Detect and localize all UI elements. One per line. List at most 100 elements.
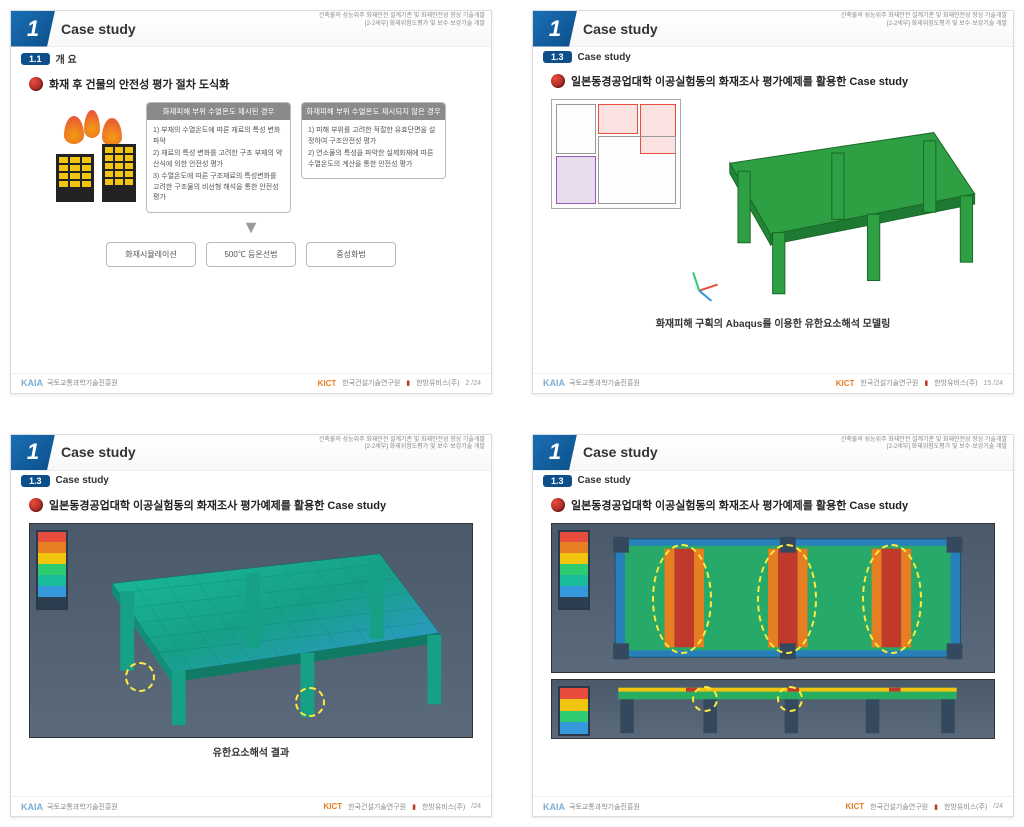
slide-3: 1 Case study 건축물의 성능위주 화재안전 설계기준 및 화재안전성… xyxy=(10,434,492,818)
slide-footer: KAIA 국토교통과학기술진흥원 KICT 한국건설기술연구원 ▮ 한방유비스(… xyxy=(11,796,491,816)
content-title-row: 일본동경공업대학 이공실험동의 화재조사 평가예제를 활용한 Case stud… xyxy=(551,73,995,89)
floorplan-wrap xyxy=(551,99,681,309)
header-subtitle: 건축물의 성능위주 화재안전 설계기준 및 화재안전성 향상 기술개발 [2-2… xyxy=(319,13,485,29)
footer-right: KICT 한국건설기술연구원 ▮ 한방유비스(주) 2 /24 xyxy=(318,378,481,388)
section-label: Case study xyxy=(56,475,109,486)
fea-result-view xyxy=(29,523,473,738)
section-badge: 1.3 xyxy=(543,51,572,63)
sub-header: 1.3 Case study xyxy=(11,471,491,491)
highlight-circle-2 xyxy=(295,687,325,717)
slab-side-svg xyxy=(552,680,994,738)
highlight-circle-1 xyxy=(125,662,155,692)
sub-header: 1.1 개 요 xyxy=(11,47,491,70)
box1-heading: 화재피해 부위 수열온도 제시된 경우 xyxy=(147,103,290,120)
content-title: 화재 후 건물의 안전성 평가 절차 도식화 xyxy=(49,76,229,92)
model-area xyxy=(551,99,995,309)
kict-logo: KICT xyxy=(318,379,337,388)
box1-body: 1) 부재의 수열온도에 따른 재료의 특성 변화 파악 2) 재료의 특성 변… xyxy=(147,120,290,212)
bullet-icon xyxy=(551,74,565,88)
table-3d-svg xyxy=(689,99,995,309)
header-subtitle: 건축물의 성능위주 화재안전 설계기준 및 화재안전성 향상 기술개발 [2-2… xyxy=(841,437,1007,453)
slide-header: 1 Case study 건축물의 성능위주 화재안전 설계기준 및 화재안전성… xyxy=(11,435,491,471)
highlight-circle-b xyxy=(777,686,803,712)
case-box-1: 화재피해 부위 수열온도 제시된 경우 1) 부재의 수열온도에 따른 재료의 … xyxy=(146,102,291,213)
page-number: 15 /24 xyxy=(984,380,1003,387)
diagram-row: 화재피해 부위 수열온도 제시된 경우 1) 부재의 수열온도에 따른 재료의 … xyxy=(29,102,473,213)
chapter-title: Case study xyxy=(583,21,658,37)
header-subtitle: 건축물의 성능위주 화재안전 설계기준 및 화재안전성 향상 기술개발 [2-2… xyxy=(841,13,1007,29)
section-badge: 1.3 xyxy=(543,475,572,487)
content-title: 일본동경공업대학 이공실험동의 화재조사 평가예제를 활용한 Case stud… xyxy=(571,497,908,513)
slide-header: 1 Case study 건축물의 성능위주 화재안전 설계기준 및 화재안전성… xyxy=(11,11,491,47)
fea-top-view xyxy=(551,523,995,673)
slide-footer: KAIA 국토교통과학기술진흥원 KICT 한국건설기술연구원 ▮ 한방유비스(… xyxy=(533,373,1013,393)
section-label: 개 요 xyxy=(56,51,77,66)
box2-body: 1) 피해 부위를 고려한 적절한 유효단면을 설정하여 구조안전성 평가 2)… xyxy=(302,120,445,178)
color-legend xyxy=(36,530,68,610)
arrow-down-icon: ▼ xyxy=(29,217,473,238)
slide-content: 화재 후 건물의 안전성 평가 절차 도식화 xyxy=(11,70,491,373)
page-number: /24 xyxy=(993,803,1003,810)
chapter-number: 1 xyxy=(11,11,55,47)
kaia-logo: KAIA xyxy=(543,378,565,388)
slide-header: 1 Case study 건축물의 성능위주 화재안전 설계기준 및 화재안전성… xyxy=(533,11,1013,47)
method-row: 화재시뮬레이션 500℃ 등온선법 중성화법 xyxy=(29,242,473,267)
footer-right: KICT 한국건설기술연구원 ▮ 한방유비스(주) /24 xyxy=(323,802,481,812)
page-number: 2 /24 xyxy=(465,380,481,387)
slide-content: 일본동경공업대학 이공실험동의 화재조사 평가예제를 활용한 Case stud… xyxy=(533,67,1013,373)
bullet-icon xyxy=(29,77,43,91)
case-box-2: 화재피해 부위 수열온도 제시되지 않은 경우 1) 피해 부위를 고려한 적절… xyxy=(301,102,446,179)
fire-building-icon xyxy=(56,122,136,202)
slide-content: 일본동경공업대학 이공실험동의 화재조사 평가예제를 활용한 Case stud… xyxy=(533,491,1013,797)
chapter-number: 1 xyxy=(533,11,577,47)
chapter-number: 1 xyxy=(11,434,55,470)
kict-logo: KICT xyxy=(836,379,855,388)
slide-4: 1 Case study 건축물의 성능위주 화재안전 설계기준 및 화재안전성… xyxy=(532,434,1014,818)
page-number: /24 xyxy=(471,803,481,810)
method-1: 화재시뮬레이션 xyxy=(106,242,196,267)
kaia-logo: KAIA xyxy=(21,802,43,812)
highlight-ellipse-1 xyxy=(652,544,712,654)
section-badge: 1.1 xyxy=(21,53,50,65)
slide-footer: KAIA 국토교통과학기술진흥원 KICT 한국건설기술연구원 ▮ 한방유비스(… xyxy=(533,796,1013,816)
method-3: 중성화법 xyxy=(306,242,396,267)
content-title-row: 일본동경공업대학 이공실험동의 화재조사 평가예제를 활용한 Case stud… xyxy=(551,497,995,513)
bullet-icon xyxy=(551,498,565,512)
kaia-logo: KAIA xyxy=(543,802,565,812)
slide-content: 일본동경공업대학 이공실험동의 화재조사 평가예제를 활용한 Case stud… xyxy=(11,491,491,797)
footer-left: KAIA 국토교통과학기술진흥원 xyxy=(543,802,640,812)
section-badge: 1.3 xyxy=(21,475,50,487)
slide-header: 1 Case study 건축물의 성능위주 화재안전 설계기준 및 화재안전성… xyxy=(533,435,1013,471)
slide-2: 1 Case study 건축물의 성능위주 화재안전 설계기준 및 화재안전성… xyxy=(532,10,1014,394)
footer-left: KAIA 국토교통과학기술진흥원 xyxy=(21,378,118,388)
sub-header: 1.3 Case study xyxy=(533,471,1013,491)
kict-logo: KICT xyxy=(845,802,864,811)
kaia-logo: KAIA xyxy=(21,378,43,388)
highlight-ellipse-3 xyxy=(862,544,922,654)
highlight-circle-a xyxy=(692,686,718,712)
chapter-title: Case study xyxy=(583,444,658,460)
sub-header: 1.3 Case study xyxy=(533,47,1013,67)
floorplan-diagram xyxy=(551,99,681,209)
fea-table-svg xyxy=(30,524,472,737)
highlight-ellipse-2 xyxy=(757,544,817,654)
content-title-row: 화재 후 건물의 안전성 평가 절차 도식화 xyxy=(29,76,473,92)
content-title: 일본동경공업대학 이공실험동의 화재조사 평가예제를 활용한 Case stud… xyxy=(571,73,908,89)
footer-right: KICT 한국건설기술연구원 ▮ 한방유비스(주) /24 xyxy=(845,802,1003,812)
chapter-title: Case study xyxy=(61,444,136,460)
fea-side-view xyxy=(551,679,995,739)
content-title: 일본동경공업대학 이공실험동의 화재조사 평가예제를 활용한 Case stud… xyxy=(49,497,386,513)
section-label: Case study xyxy=(578,52,631,63)
section-label: Case study xyxy=(578,475,631,486)
slide-footer: KAIA 국토교통과학기술진흥원 KICT 한국건설기술연구원 ▮ 한방유비스(… xyxy=(11,373,491,393)
footer-right: KICT 한국건설기술연구원 ▮ 한방유비스(주) 15 /24 xyxy=(836,378,1003,388)
color-legend xyxy=(558,530,590,610)
chapter-number: 1 xyxy=(533,434,577,470)
footer-left: KAIA 국토교통과학기술진흥원 xyxy=(543,378,640,388)
kict-logo: KICT xyxy=(323,802,342,811)
header-subtitle: 건축물의 성능위주 화재안전 설계기준 및 화재안전성 향상 기술개발 [2-2… xyxy=(319,437,485,453)
method-2: 500℃ 등온선법 xyxy=(206,242,296,267)
figure-caption: 유한요소해석 결과 xyxy=(29,744,473,759)
box2-heading: 화재피해 부위 수열온도 제시되지 않은 경우 xyxy=(302,103,445,120)
content-title-row: 일본동경공업대학 이공실험동의 화재조사 평가예제를 활용한 Case stud… xyxy=(29,497,473,513)
